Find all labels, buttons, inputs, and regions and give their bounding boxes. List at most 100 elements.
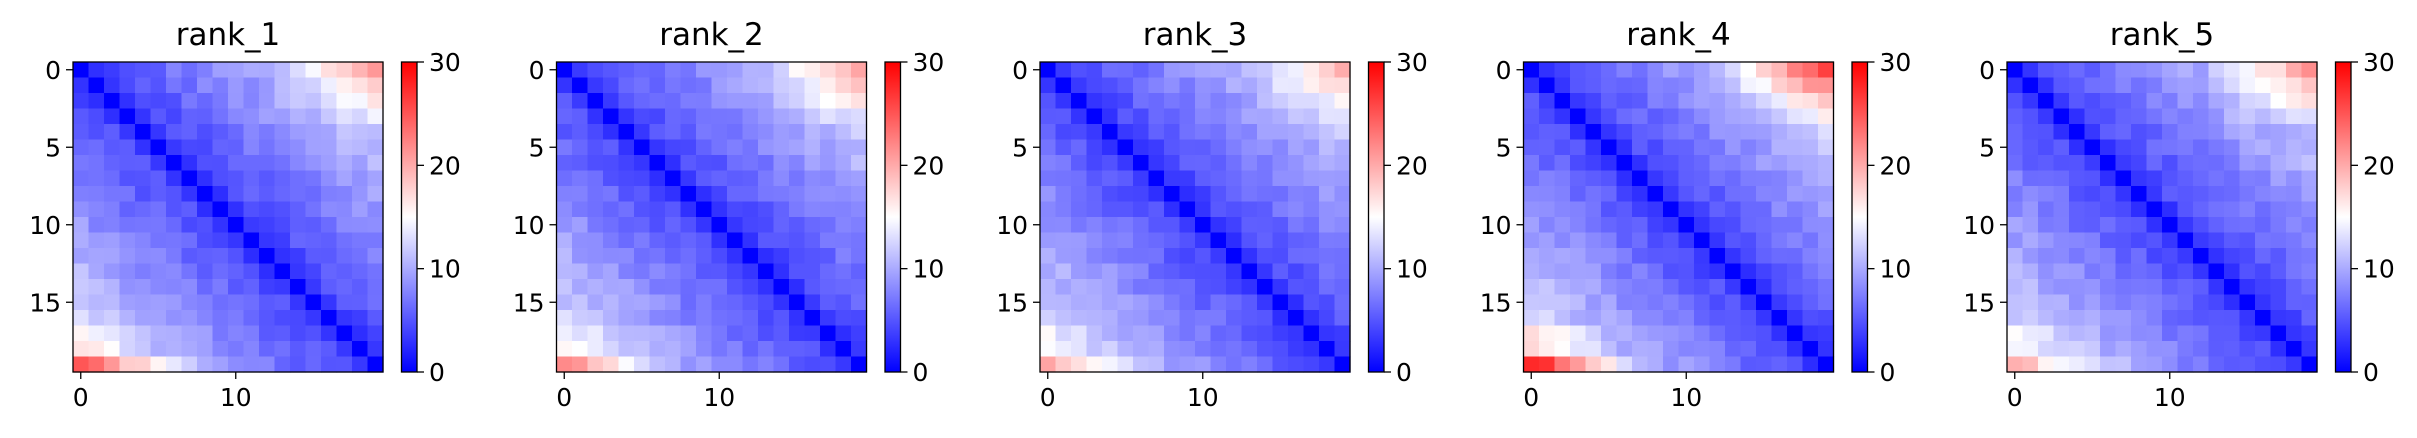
heatmap-cell xyxy=(352,217,369,234)
heatmap-cell xyxy=(2162,170,2179,187)
heatmap-cell xyxy=(367,139,384,156)
heatmap-cell xyxy=(1102,124,1119,141)
heatmap-cell xyxy=(352,108,369,125)
heatmap-cell xyxy=(1071,232,1088,249)
heatmap-cell xyxy=(1678,341,1695,358)
heatmap-cell xyxy=(212,294,229,311)
heatmap-cell xyxy=(572,62,589,79)
heatmap-cell xyxy=(1771,108,1788,125)
heatmap-cell xyxy=(2208,108,2225,125)
heatmap-cell xyxy=(820,62,837,79)
heatmap-cell xyxy=(259,124,276,141)
heatmap-cell xyxy=(1195,108,1212,125)
heatmap-cell xyxy=(119,325,136,342)
colorbar-tick-label: 10 xyxy=(429,255,461,284)
heatmap-cell xyxy=(2131,248,2148,265)
heatmap-cell xyxy=(321,217,338,234)
heatmap-cell xyxy=(1303,310,1320,327)
heatmap-cell xyxy=(2286,201,2303,218)
heatmap-cell xyxy=(1117,341,1134,358)
heatmap-cell xyxy=(1647,170,1664,187)
heatmap-cell xyxy=(1756,217,1773,234)
heatmap-cell xyxy=(2115,232,2132,249)
heatmap-cell xyxy=(88,341,105,358)
heatmap-cell xyxy=(727,310,744,327)
heatmap-cell xyxy=(1818,294,1835,311)
heatmap-cell xyxy=(2007,325,2024,342)
heatmap-cell xyxy=(758,310,775,327)
heatmap-cells xyxy=(73,62,384,373)
heatmap-cell xyxy=(1570,294,1587,311)
heatmap-cell xyxy=(2038,77,2055,94)
heatmap-cell xyxy=(1210,232,1227,249)
heatmap-cell xyxy=(1102,341,1119,358)
heatmap-cell xyxy=(1334,139,1351,156)
heatmap-cell xyxy=(1226,248,1243,265)
x-tick-label: 10 xyxy=(1670,383,1702,412)
heatmap-cell xyxy=(618,77,635,94)
heatmap-cell xyxy=(572,325,589,342)
heatmap-cell xyxy=(851,294,868,311)
heatmap-cell xyxy=(259,325,276,342)
heatmap-cell xyxy=(1678,77,1695,94)
heatmap-cell xyxy=(1133,108,1150,125)
heatmap-cell xyxy=(2007,201,2024,218)
heatmap-cell xyxy=(274,62,291,79)
heatmap-cell xyxy=(1071,77,1088,94)
heatmap-cell xyxy=(135,201,152,218)
heatmap-cell xyxy=(1678,108,1695,125)
heatmap-cell xyxy=(1756,248,1773,265)
heatmap-cell xyxy=(1678,93,1695,110)
heatmap-cell xyxy=(1102,310,1119,327)
heatmap-cell xyxy=(212,93,229,110)
heatmap-cell xyxy=(1117,139,1134,156)
heatmap-cell xyxy=(680,217,697,234)
heatmap-cell xyxy=(367,341,384,358)
heatmap-cell xyxy=(135,232,152,249)
heatmap-cell xyxy=(1086,201,1103,218)
heatmap-cell xyxy=(835,217,852,234)
heatmap-cell xyxy=(88,217,105,234)
heatmap-cell xyxy=(73,93,90,110)
heatmap-cell xyxy=(618,108,635,125)
heatmap-cell xyxy=(243,263,260,280)
heatmap-cell xyxy=(2208,310,2225,327)
heatmap-cell xyxy=(773,217,790,234)
heatmap-cell xyxy=(352,325,369,342)
heatmap-cell xyxy=(1663,139,1680,156)
heatmap-cells xyxy=(2007,62,2318,373)
heatmap-cell xyxy=(2007,310,2024,327)
heatmap-cell xyxy=(1102,77,1119,94)
heatmap-cell xyxy=(1133,62,1150,79)
heatmap-cell xyxy=(2022,232,2039,249)
heatmap-cell xyxy=(1241,62,1258,79)
heatmap-cell xyxy=(2193,62,2210,79)
heatmap-cell xyxy=(2007,341,2024,358)
colorbar-tick-label: 30 xyxy=(913,48,945,77)
heatmap-cell xyxy=(352,170,369,187)
heatmap-cell xyxy=(2286,248,2303,265)
heatmap-cell xyxy=(1226,217,1243,234)
heatmap-cell xyxy=(2038,186,2055,203)
heatmap-cell xyxy=(1709,170,1726,187)
heatmap-cell xyxy=(1117,77,1134,94)
heatmap-cell xyxy=(835,62,852,79)
heatmap-cell xyxy=(696,170,713,187)
heatmap-cell xyxy=(2162,232,2179,249)
heatmap-cell xyxy=(181,93,198,110)
heatmap-cell xyxy=(2301,279,2318,296)
heatmap-cell xyxy=(1802,170,1819,187)
heatmap-cell xyxy=(1179,93,1196,110)
heatmap-cell xyxy=(1055,325,1072,342)
heatmap-cell xyxy=(1663,294,1680,311)
heatmap-cell xyxy=(181,310,198,327)
heatmap-cell xyxy=(1210,186,1227,203)
heatmap-cell xyxy=(649,263,666,280)
heatmap-cell xyxy=(2270,108,2287,125)
heatmap-cell xyxy=(135,170,152,187)
heatmap-cell xyxy=(1241,170,1258,187)
heatmap-cell xyxy=(150,263,167,280)
heatmap-cell xyxy=(572,310,589,327)
heatmap-cell xyxy=(1709,279,1726,296)
